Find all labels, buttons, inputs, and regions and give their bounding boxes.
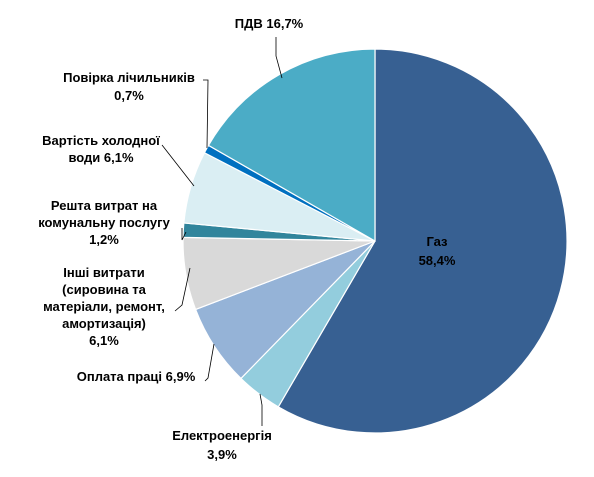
leader-line <box>174 267 191 312</box>
slice-label-line: Решта витрат на <box>51 198 158 213</box>
leader-line <box>204 343 215 382</box>
slice-label: ПДВ 16,7% <box>235 16 304 31</box>
slice-label: Інші витрати (сировина та матеріали, ремон… <box>43 265 165 348</box>
slice-label-line: Газ <box>426 234 448 249</box>
leader-line <box>259 393 263 426</box>
slice-label-line: Повірка лічильників <box>63 70 195 85</box>
slice-label-line: Оплата праці 6,9% <box>77 369 196 384</box>
slice-label-line: Інші витрати <box>63 265 144 280</box>
slice-label: Електроенергія 3,9% <box>172 428 272 462</box>
slice-label-line: 3,9% <box>207 447 237 462</box>
slice-label-line: ПДВ 16,7% <box>235 16 304 31</box>
slice-label-line: 1,2% <box>89 232 119 247</box>
leader-line <box>181 228 187 241</box>
slice-label-line: матеріали, ремонт, <box>43 299 165 314</box>
slice-label: Вартість холодної води 6,1% <box>42 133 160 165</box>
slice-label-line: води 6,1% <box>68 150 134 165</box>
slice-label-line: 0,7% <box>114 88 144 103</box>
leader-line <box>203 79 209 149</box>
slice-label-line: комунальну послугу <box>38 215 170 230</box>
slice-label-line: (сировина та <box>62 282 146 297</box>
slice-label-line: Електроенергія <box>172 428 272 443</box>
slice-label-line: 6,1% <box>89 333 119 348</box>
slice-label: Газ 58,4% <box>419 234 456 268</box>
leader-line <box>275 37 283 79</box>
pie-slice <box>277 48 568 434</box>
slice-label-line: Вартість холодної <box>42 133 160 148</box>
slice-label-line: 58,4% <box>419 253 456 268</box>
pie-slices <box>182 48 568 434</box>
leader-lines <box>161 37 283 426</box>
slice-label-line: амортизація) <box>62 316 146 331</box>
slice-label: Оплата праці 6,9% <box>77 369 196 384</box>
pie-slice <box>207 48 376 243</box>
slice-label: Решта витрат на комунальну послугу 1,2% <box>38 198 170 247</box>
leader-line <box>161 144 195 187</box>
slice-label: Повірка лічильників 0,7% <box>63 70 195 103</box>
slice-labels: Газ 58,4% Електроенергія 3,9% Оплата праці 6… <box>38 16 456 462</box>
